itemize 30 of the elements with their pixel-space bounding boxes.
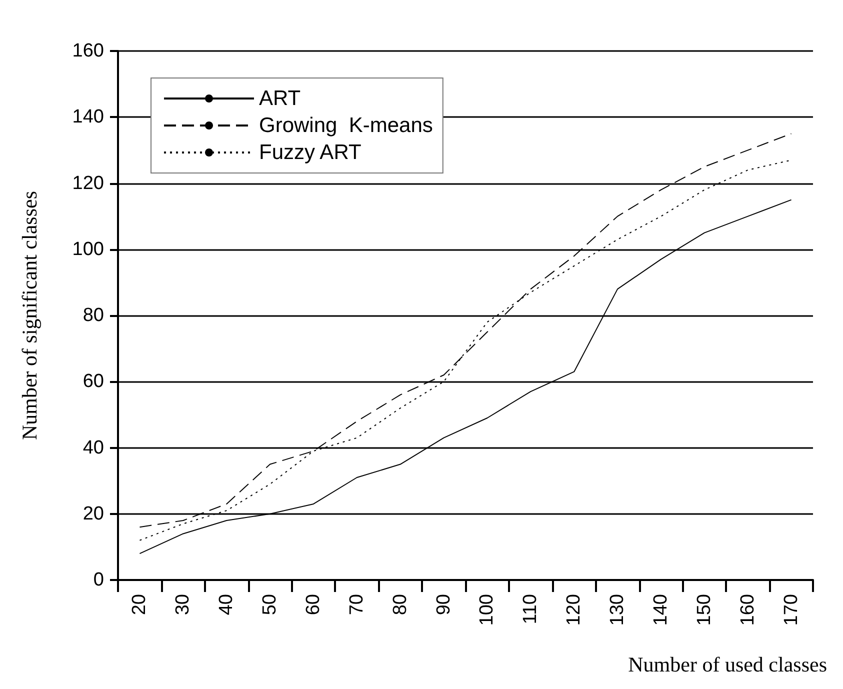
legend-label: Growing K-means — [259, 114, 433, 137]
x-tick-label: 60 — [302, 594, 324, 616]
y-tick-label: 160 — [72, 40, 104, 62]
x-tick-label: 50 — [260, 594, 281, 616]
y-tick-label: 60 — [82, 371, 104, 392]
x-tick-label: 160 — [737, 594, 758, 626]
x-axis-title: Number of used classes — [628, 652, 828, 676]
y-tick-label: 20 — [82, 503, 104, 524]
x-tick-label: 140 — [650, 594, 672, 626]
x-tick-label: 100 — [476, 594, 498, 626]
x-tick-label: 30 — [172, 594, 194, 616]
y-tick-label: 80 — [82, 305, 104, 326]
y-tick-label: 0 — [93, 570, 104, 590]
x-tick-label: 150 — [694, 594, 715, 626]
x-tick-label: 110 — [520, 594, 542, 624]
y-tick-label: 120 — [72, 172, 104, 194]
legend-label: ART — [259, 87, 301, 110]
x-tick-label: 130 — [607, 594, 628, 626]
x-tick-label: 20 — [129, 594, 150, 616]
x-tick-label: 80 — [390, 594, 411, 616]
legend-label: Fuzzy ART — [259, 141, 362, 164]
y-axis-title: Number of significant classes — [18, 190, 42, 440]
x-tick-label: 90 — [433, 594, 454, 616]
x-tick-label: 40 — [216, 594, 238, 616]
x-tick-label: 120 — [564, 594, 585, 626]
x-tick-label: 170 — [780, 594, 802, 626]
y-tick-label: 140 — [72, 106, 104, 128]
y-tick-label: 40 — [82, 437, 104, 458]
x-tick-label: 70 — [346, 594, 368, 616]
y-tick-label: 100 — [72, 238, 104, 260]
